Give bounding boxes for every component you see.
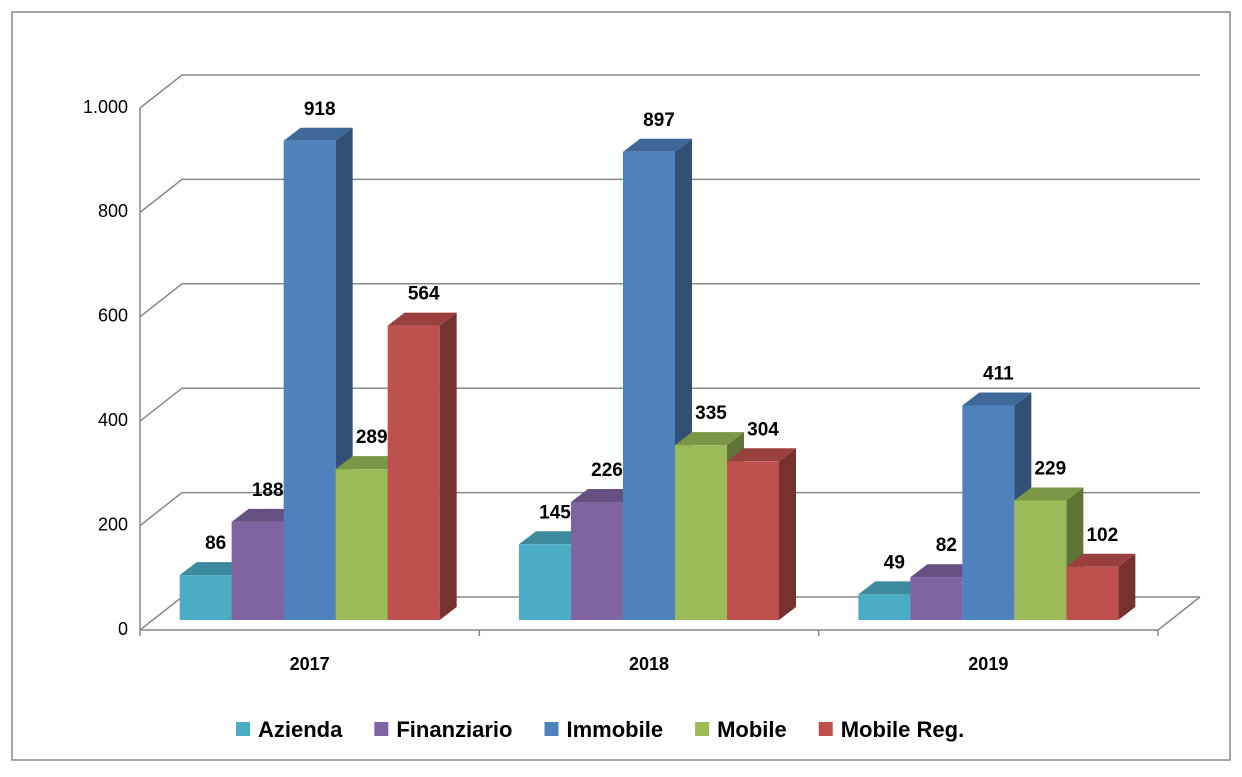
legend-swatch	[374, 722, 389, 736]
value-label: 82	[936, 535, 957, 556]
x-tick-label: 2018	[629, 654, 669, 674]
bar	[571, 502, 623, 620]
y-tick-label: 600	[98, 306, 128, 326]
bar-top	[179, 562, 249, 576]
legend-swatch	[695, 722, 710, 736]
bar	[910, 577, 963, 620]
bar-top	[283, 127, 353, 141]
bar-top	[858, 581, 928, 595]
value-label: 49	[884, 552, 905, 573]
bar	[387, 325, 440, 620]
bar-top	[387, 312, 457, 326]
legend-label: Azienda	[258, 717, 343, 742]
value-label: 564	[408, 284, 440, 305]
x-tick-label: 2017	[290, 654, 330, 674]
bar-top	[1014, 487, 1084, 501]
grid-line	[139, 178, 1200, 213]
legend-label: Finanziario	[396, 717, 512, 742]
legend-label: Immobile	[566, 717, 663, 742]
y-tick-label: 0	[118, 619, 128, 639]
legend-swatch	[544, 722, 559, 736]
bar	[283, 140, 336, 620]
grid-line	[139, 74, 1200, 109]
value-label: 335	[695, 403, 727, 424]
bar	[335, 469, 388, 620]
bar-top	[519, 531, 588, 545]
bar	[858, 594, 911, 620]
bar-side	[779, 448, 796, 620]
bar-top	[623, 138, 692, 152]
value-label: 304	[747, 419, 779, 440]
y-tick-label: 800	[98, 201, 128, 221]
legend-swatch	[236, 722, 250, 736]
bar-top	[335, 456, 405, 470]
value-label: 411	[983, 363, 1014, 384]
bar	[179, 575, 232, 620]
bar	[1066, 566, 1119, 620]
bar-top	[910, 564, 980, 578]
value-label: 102	[1086, 525, 1118, 546]
chart-frame	[11, 11, 1231, 761]
bar	[675, 445, 727, 620]
bar	[231, 521, 284, 620]
bar-top	[675, 432, 744, 446]
grid-line	[139, 491, 1200, 527]
bar-side	[1118, 553, 1136, 620]
value-label: 918	[304, 99, 336, 120]
x-tick-label: 2019	[968, 654, 1008, 674]
legend-label: Mobile	[717, 717, 787, 742]
value-label: 226	[591, 460, 623, 481]
bar-top	[962, 392, 1032, 406]
y-tick-label: 1.000	[83, 97, 128, 117]
bar	[1014, 500, 1067, 620]
bar	[727, 461, 779, 620]
legend-swatch	[818, 722, 833, 736]
bar	[623, 151, 675, 621]
value-label: 897	[643, 110, 675, 131]
value-label: 86	[205, 533, 226, 554]
bar-top	[1066, 553, 1136, 567]
legend-label: Mobile Reg.	[841, 717, 964, 742]
bar-side	[439, 312, 457, 620]
grid-line	[139, 387, 1200, 422]
bar	[962, 405, 1015, 620]
bar-top	[727, 448, 796, 462]
grid-line	[139, 283, 1200, 318]
bar-top	[231, 508, 301, 522]
value-label: 145	[539, 502, 571, 523]
value-label: 289	[356, 427, 388, 448]
value-label: 229	[1034, 458, 1066, 479]
value-label: 188	[252, 480, 284, 501]
bar-top	[571, 489, 640, 503]
y-tick-label: 400	[98, 410, 128, 430]
y-tick-label: 200	[98, 514, 128, 534]
bar	[519, 544, 571, 620]
